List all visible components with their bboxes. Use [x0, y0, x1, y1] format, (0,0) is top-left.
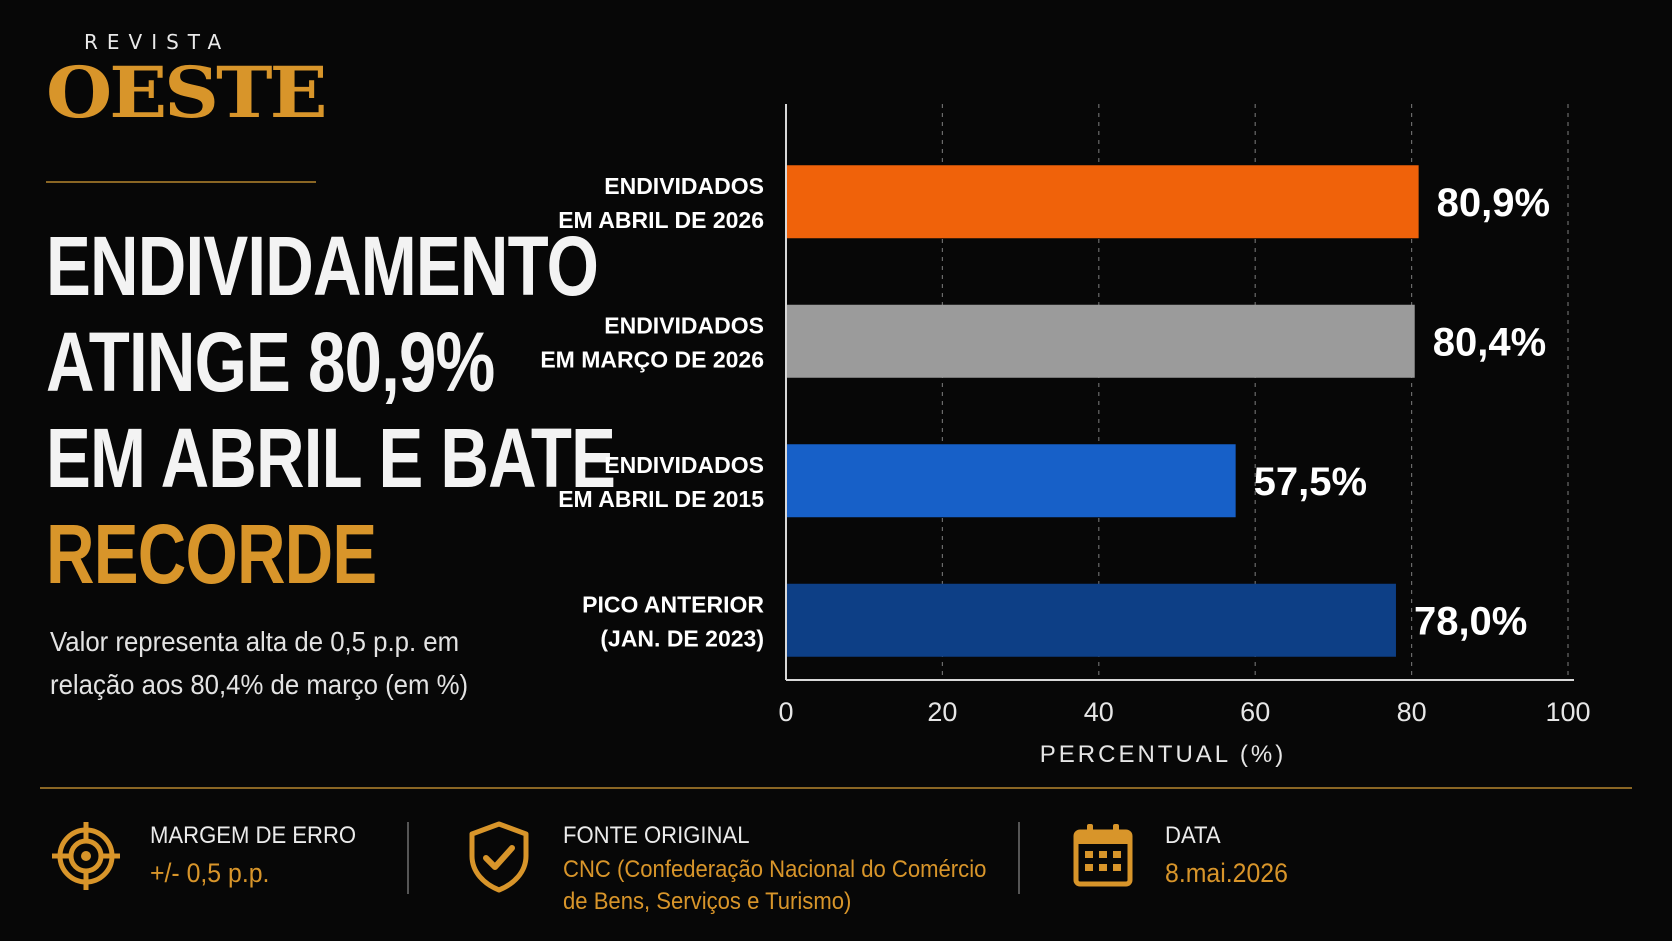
x-tick-label: 60: [1240, 697, 1270, 727]
category-label: ENDIVIDADOS: [604, 312, 764, 338]
target-icon: [52, 822, 120, 890]
bar-chart: 0 20 40 60 80 100 PERCENTUAL (%) 80,9% ENDIVIDAD…: [540, 104, 1591, 768]
bar: [787, 444, 1236, 518]
brand-logo: OESTE: [46, 51, 327, 134]
source-value-line-1: CNC (Confederação Nacional do Comércio: [563, 856, 987, 883]
bar-value-label: 57,5%: [1254, 460, 1367, 504]
x-axis-title: PERCENTUAL (%): [1040, 741, 1286, 768]
calendar-icon: [1073, 824, 1133, 887]
x-tick-label: 100: [1545, 697, 1590, 727]
category-label: PICO ANTERIOR: [582, 591, 764, 617]
shield-check-icon: [469, 821, 529, 893]
bar: [787, 304, 1415, 378]
subtitle-line-2: relação aos 80,4% de março (em %): [50, 669, 469, 700]
footer-divider: [40, 787, 1632, 789]
subtitle: Valor representa alta de 0,5 p.p. em rel…: [50, 620, 528, 706]
bar-value-label: 78,0%: [1414, 599, 1527, 643]
x-tick-label: 20: [927, 697, 957, 727]
category-label: EM ABRIL DE 2026: [558, 207, 764, 233]
footer-item-source: FONTE ORIGINAL CNC (Confederação Naciona…: [563, 822, 1023, 918]
category-label: ENDIVIDADOS: [604, 452, 764, 478]
x-tick-label: 40: [1084, 697, 1114, 727]
headline-line-2: ATINGE 80,9%: [46, 315, 495, 409]
bar: [787, 583, 1396, 657]
bar-value-label: 80,9%: [1437, 181, 1550, 225]
source-value-line-2: de Bens, Serviços e Turismo): [563, 888, 852, 915]
brand-magazine-label: REVISTA: [84, 30, 231, 54]
footer-item-date: DATA 8.mai.2026: [1165, 822, 1299, 889]
date-value: 8.mai.2026: [1165, 858, 1288, 888]
footer-item-margin: MARGEM DE ERRO +/- 0,5 p.p.: [150, 822, 374, 889]
margin-label: MARGEM DE ERRO: [150, 822, 357, 849]
category-label: ENDIVIDADOS: [604, 173, 764, 199]
brand-divider: [46, 181, 316, 183]
footer-separator: [407, 822, 409, 894]
category-label: EM MARÇO DE 2026: [540, 346, 764, 372]
footer-separator: [1018, 822, 1020, 894]
headline-highlight: RECORDE: [46, 507, 377, 601]
headline: ENDIVIDAMENTO ATINGE 80,9% EM ABRIL E BA…: [46, 218, 616, 602]
subtitle-line-1: Valor representa alta de 0,5 p.p. em: [50, 626, 460, 657]
category-label: (JAN. DE 2023): [600, 625, 764, 651]
x-tick-label: 80: [1397, 697, 1427, 727]
date-label: DATA: [1165, 822, 1221, 849]
margin-value: +/- 0,5 p.p.: [150, 858, 270, 888]
category-label: EM ABRIL DE 2015: [558, 486, 764, 512]
bar-value-label: 80,4%: [1433, 320, 1546, 364]
source-label: FONTE ORIGINAL: [563, 822, 750, 849]
brand: REVISTA OESTE: [46, 30, 327, 134]
bar: [787, 165, 1419, 239]
x-tick-label: 0: [778, 697, 793, 727]
